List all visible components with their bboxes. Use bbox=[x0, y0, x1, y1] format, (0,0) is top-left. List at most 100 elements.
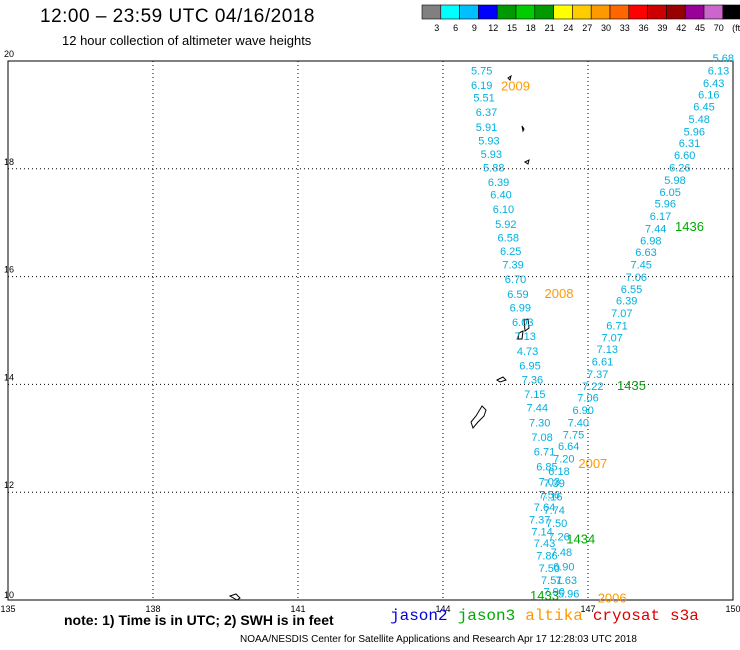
wave-height-value: 7.39 bbox=[502, 260, 523, 272]
credit-line: NOAA/NESDIS Center for Satellite Applica… bbox=[240, 634, 637, 645]
island-pagan bbox=[521, 125, 525, 133]
legend-label: 24 bbox=[563, 23, 573, 33]
wave-height-value: 4.73 bbox=[517, 346, 538, 358]
satellite-cryosat: cryosat bbox=[592, 607, 661, 625]
wave-height-value: 6.37 bbox=[476, 107, 497, 119]
wave-height-value: 7.44 bbox=[527, 402, 548, 414]
wave-height-value: 6.90 bbox=[553, 561, 574, 573]
wave-height-value: 7.39 bbox=[543, 478, 564, 490]
wave-height-value: 5.68 bbox=[713, 53, 734, 65]
y-tick-label: 10 bbox=[4, 590, 14, 600]
legend-swatch bbox=[478, 4, 498, 20]
altimeter-track-west: 5.756.195.516.375.915.935.935.886.396.40… bbox=[471, 65, 579, 600]
wave-height-value: 7.40 bbox=[568, 417, 589, 429]
wave-height-value: 7.03 bbox=[539, 477, 560, 489]
legend-swatch bbox=[590, 4, 611, 20]
x-tick-label: 141 bbox=[290, 604, 305, 614]
island-ulithi bbox=[228, 593, 241, 601]
wave-height-value: 7.74 bbox=[543, 505, 564, 517]
y-tick-label: 12 bbox=[4, 480, 14, 490]
wave-height-value: 5.93 bbox=[481, 149, 502, 161]
y-tick-label: 16 bbox=[4, 265, 14, 275]
wave-height-value: 6.43 bbox=[703, 78, 724, 90]
wave-height-value: 5.75 bbox=[471, 65, 492, 77]
wave-height-value: 7.07 bbox=[601, 332, 622, 344]
legend-label: 70 bbox=[714, 23, 724, 33]
x-tick-label: 135 bbox=[0, 604, 15, 614]
wave-height-value: 5.91 bbox=[476, 122, 497, 134]
pass-time-label: 1435 bbox=[617, 378, 646, 393]
wave-height-value: 5.92 bbox=[495, 219, 516, 231]
legend-label: (ft) bbox=[732, 23, 740, 33]
wave-height-value: 7.26 bbox=[548, 532, 569, 544]
satellite-legend: jason2 jason3 altika cryosat s3a bbox=[390, 607, 709, 625]
legend-swatch bbox=[572, 4, 592, 20]
wave-height-value: 7.06 bbox=[626, 272, 647, 284]
wave-height-value: 7.30 bbox=[529, 417, 550, 429]
island-agrihan bbox=[507, 74, 512, 81]
pass-time-labels: 2009 2008 2007 2006 1436 1435 1434 1433 bbox=[501, 79, 704, 606]
wave-height-value: 6.19 bbox=[471, 80, 492, 92]
legend-swatch bbox=[496, 4, 517, 20]
legend-swatch bbox=[440, 4, 460, 20]
wave-height-value: 7.50 bbox=[546, 518, 567, 530]
pass-time-label: 2008 bbox=[545, 286, 574, 301]
wave-height-value: 6.61 bbox=[592, 357, 613, 369]
legend-label: 12 bbox=[488, 23, 498, 33]
legend-label: 15 bbox=[507, 23, 517, 33]
wave-height-value: 7.36 bbox=[522, 374, 543, 386]
wave-height-value: 6.26 bbox=[669, 162, 690, 174]
wave-height-value: 6.31 bbox=[679, 138, 700, 150]
legend-swatch bbox=[722, 4, 740, 20]
wave-height-value: 7.64 bbox=[534, 502, 555, 514]
satellite-altika: altika bbox=[525, 607, 583, 625]
legend-swatch bbox=[609, 4, 630, 20]
wave-height-value: 5.88 bbox=[483, 162, 504, 174]
wave-height-value: 7.08 bbox=[531, 432, 552, 444]
wave-height-value: 6.16 bbox=[698, 90, 719, 102]
legend-label: 36 bbox=[639, 23, 649, 33]
wave-height-value: 7.06 bbox=[577, 393, 598, 405]
wave-height-value: 6.39 bbox=[616, 296, 637, 308]
wave-height-value: 7.13 bbox=[597, 344, 618, 356]
wave-height-value: 6.71 bbox=[606, 320, 627, 332]
footer-note: note: 1) Time is in UTC; 2) SWH is in fe… bbox=[64, 612, 334, 628]
x-tick-label: 144 bbox=[435, 604, 450, 614]
wave-height-value: 7.22 bbox=[582, 381, 603, 393]
legend-label: 9 bbox=[472, 23, 477, 33]
wave-height-value: 6.39 bbox=[488, 177, 509, 189]
wave-height-value: 5.48 bbox=[688, 114, 709, 126]
legend-label: 3 bbox=[434, 23, 439, 33]
pass-time-label: 1436 bbox=[675, 219, 704, 234]
wave-height-value: 6.45 bbox=[693, 102, 714, 114]
lat-lon-grid: 135 138 141 144 147 150 10 12 14 16 18 20 bbox=[0, 49, 740, 614]
legend-swatch bbox=[703, 4, 724, 20]
legend-swatch bbox=[666, 4, 686, 20]
x-tick-label: 138 bbox=[145, 604, 160, 614]
legend-swatch bbox=[684, 4, 705, 20]
pass-time-label: 2006 bbox=[598, 591, 627, 606]
wave-height-value: 6.58 bbox=[498, 233, 519, 245]
wave-height-value: 6.03 bbox=[512, 317, 533, 329]
wave-height-value: 6.71 bbox=[534, 447, 555, 459]
wave-height-value: 6.55 bbox=[621, 284, 642, 296]
wave-height-value: 5.96 bbox=[655, 199, 676, 211]
coastline-islands bbox=[228, 74, 530, 601]
wave-height-value: 6.13 bbox=[708, 65, 729, 77]
x-tick-label: 147 bbox=[580, 604, 595, 614]
wave-height-value: 7.48 bbox=[551, 547, 572, 559]
pass-time-label: 2009 bbox=[501, 79, 530, 94]
island-guam bbox=[470, 405, 487, 430]
satellite-s3a: s3a bbox=[670, 607, 699, 625]
wave-height-value: 6.64 bbox=[558, 441, 579, 453]
pass-time-label: 2007 bbox=[578, 456, 607, 471]
x-tick-label: 150 bbox=[725, 604, 740, 614]
legend-swatch bbox=[515, 4, 536, 20]
island-saipan bbox=[523, 318, 530, 332]
wave-height-value: 7.86 bbox=[536, 551, 557, 563]
wave-height-value: 6.85 bbox=[536, 462, 557, 474]
wave-height-value: 5.51 bbox=[473, 92, 494, 104]
map-subtitle: 12 hour collection of altimeter wave hei… bbox=[62, 33, 312, 48]
wave-height-value: 6.98 bbox=[640, 235, 661, 247]
